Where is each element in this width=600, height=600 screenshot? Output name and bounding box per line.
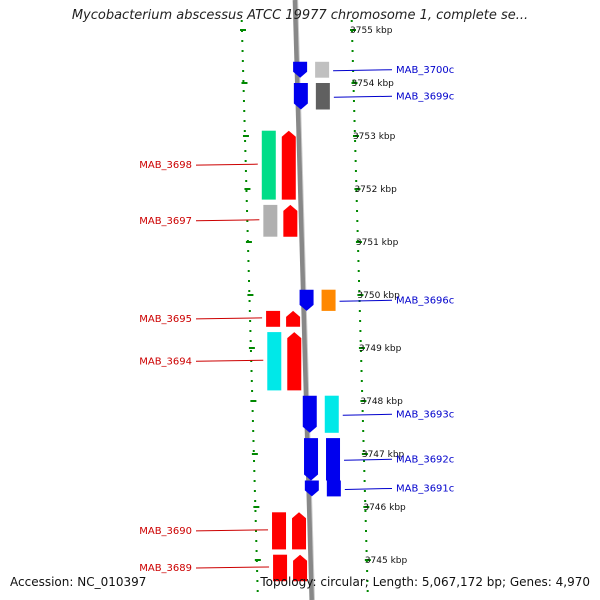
strand-arrow-MAB_3700c[interactable] [293,61,308,78]
leader-line [333,95,393,98]
gene-label-MAB_3689[interactable]: MAB_3689 [139,563,192,574]
gene-feature-MAB_3693c[interactable] [324,395,339,433]
strand-arrow-MAB_3697[interactable] [283,204,298,237]
tick-layer [240,20,371,592]
gene-label-MAB_3699c[interactable]: MAB_3699c [396,91,454,102]
strand-arrow-MAB_3696c[interactable] [299,289,314,311]
leader-line [333,69,393,72]
leader-line [195,566,270,569]
strand-arrow-MAB_3691c[interactable] [304,480,319,497]
tick-label: 3753 kbp [353,132,396,142]
gene-label-MAB_3691c[interactable]: MAB_3691c [396,483,454,494]
leader-line [195,529,269,532]
strand-arrow-MAB_3689[interactable] [293,554,308,582]
strand-arrow-MAB_3690[interactable] [292,512,307,550]
tick-label: 3749 kbp [359,344,402,354]
leader-line [195,163,258,166]
strand-arrow-MAB_3695[interactable] [286,310,301,327]
tick-label: 3746 kbp [363,503,406,513]
strand-arrow-MAB_3693c[interactable] [302,395,317,433]
gene-label-MAB_3693c[interactable]: MAB_3693c [396,409,454,420]
gene-feature-MAB_3689[interactable] [273,554,288,582]
gene-feature-MAB_3698[interactable] [261,130,276,200]
strand-arrow-MAB_3699c[interactable] [293,83,308,110]
tick-label: 3747 kbp [362,450,405,460]
summary-text: Topology: circular; Length: 5,067,172 bp… [260,575,590,589]
leader-line [195,317,263,320]
accession-text: Accession: NC_010397 [10,575,147,589]
gene-feature-MAB_3697[interactable] [263,204,278,237]
gene-layer[interactable] [261,61,341,582]
tick-label: 3751 kbp [356,238,399,248]
strand-arrow-MAB_3692c[interactable] [304,438,319,481]
tick-label: 3750 kbp [357,291,400,301]
gene-label-MAB_3697[interactable]: MAB_3697 [139,216,192,227]
gene-feature-MAB_3699c[interactable] [315,83,330,110]
tick-label: 3755 kbp [350,26,393,36]
tick-label: 3752 kbp [354,185,397,195]
gene-label-MAB_3695[interactable]: MAB_3695 [139,314,192,325]
leader-line [195,359,264,362]
gene-label-MAB_3694[interactable]: MAB_3694 [139,356,192,367]
gene-feature-MAB_3700c[interactable] [315,61,330,78]
tick-label: 3745 kbp [365,556,408,566]
gene-feature-MAB_3692c[interactable] [326,438,341,481]
leader-line [344,458,393,461]
leader-line [339,299,393,302]
gene-feature-MAB_3690[interactable] [272,512,287,550]
gene-label-MAB_3692c[interactable]: MAB_3692c [396,454,454,465]
leader-line [344,487,393,490]
leader-line [195,219,260,222]
tick-label: 3748 kbp [360,397,403,407]
gene-feature-MAB_3695[interactable] [266,310,281,327]
label-layer: 3755 kbp 3754 kbp 3753 kbp 3752 kbp 3751 kbp… [139,26,454,574]
tick-label: 3754 kbp [351,79,394,89]
map-title: Mycobacterium abscessus ATCC 19977 chrom… [71,8,529,23]
gene-feature-MAB_3694[interactable] [267,332,282,391]
gene-feature-MAB_3691c[interactable] [326,480,341,497]
gene-label-MAB_3696c[interactable]: MAB_3696c [396,295,454,306]
strand-arrow-MAB_3698[interactable] [281,130,296,200]
gene-label-MAB_3700c[interactable]: MAB_3700c [396,65,454,76]
leader-line [342,413,393,416]
strand-arrow-MAB_3694[interactable] [287,332,302,391]
gene-label-MAB_3690[interactable]: MAB_3690 [139,526,192,537]
gene-label-MAB_3698[interactable]: MAB_3698 [139,160,192,171]
gene-feature-MAB_3696c[interactable] [321,289,336,311]
